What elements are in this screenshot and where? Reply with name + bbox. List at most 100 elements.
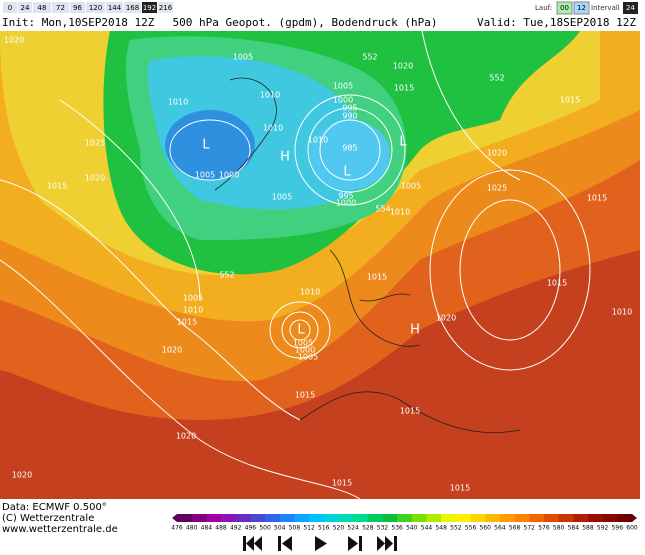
- isobar-label: 1020: [12, 471, 32, 480]
- copyright: (C) Wetterzentrale: [2, 513, 94, 524]
- next-button[interactable]: [348, 536, 362, 551]
- scale-label: 588: [582, 525, 594, 532]
- isobar-label: 1005: [233, 53, 253, 62]
- run-button[interactable]: [556, 1, 573, 15]
- scale-label: 584: [568, 525, 580, 532]
- valid-time: Valid: Tue,18SEP2018 12Z: [477, 16, 636, 29]
- isobar-label: 995: [338, 192, 353, 201]
- scale-label: 592: [597, 525, 609, 532]
- step-button[interactable]: [106, 2, 123, 13]
- step-label: 24: [21, 4, 30, 12]
- step-label: 144: [108, 4, 122, 12]
- step-button[interactable]: [18, 2, 32, 13]
- scale-label: 484: [201, 525, 213, 532]
- isobar-label: 1005: [401, 182, 421, 191]
- color-swatch: [206, 514, 222, 522]
- prev-button[interactable]: [278, 536, 292, 551]
- color-swatch: [191, 514, 207, 522]
- color-swatch: [441, 514, 457, 522]
- isobar-label: 1015: [394, 84, 414, 93]
- isobar-label: 1015: [560, 96, 580, 105]
- step-label: 0: [8, 4, 12, 12]
- scale-label: 524: [347, 525, 359, 532]
- color-swatch: [455, 514, 472, 522]
- step-button[interactable]: [3, 2, 17, 13]
- scale-label: 536: [391, 525, 403, 532]
- play-button[interactable]: [315, 536, 327, 551]
- isobar-label: 1015: [450, 484, 470, 493]
- step-button[interactable]: [33, 2, 51, 13]
- isobar-label: 1005: [272, 193, 292, 202]
- weather-map: [0, 31, 640, 499]
- interval-button[interactable]: [623, 2, 638, 14]
- isobar-label: 1010: [612, 308, 632, 317]
- scale-label: 600: [626, 525, 638, 532]
- scale-label: 560: [479, 525, 491, 532]
- scale-label: 528: [362, 525, 374, 532]
- color-swatch: [250, 514, 266, 522]
- coastlines: [214, 77, 521, 434]
- scale-label: 572: [524, 525, 536, 532]
- color-swatch: [426, 514, 442, 522]
- interval-value: 24: [626, 4, 635, 12]
- isobar-label: 1005: [333, 82, 353, 91]
- color-swatch: [543, 514, 560, 522]
- isobar-label: 1025: [487, 184, 507, 193]
- website: www.wetterzentrale.de: [2, 524, 118, 535]
- scale-label: 576: [538, 525, 550, 532]
- step-button[interactable]: [124, 2, 141, 13]
- step-button[interactable]: [86, 2, 105, 13]
- run-button[interactable]: [573, 1, 590, 15]
- step-button[interactable]: [158, 2, 173, 13]
- color-swatch: [367, 514, 383, 522]
- isobar-label: 1020: [4, 36, 24, 45]
- isobar-label: 1010: [260, 91, 280, 100]
- step-label: 192: [143, 4, 156, 12]
- color-swatch: [499, 514, 516, 522]
- scale-label: 488: [215, 525, 227, 532]
- scale-label: 552: [450, 525, 462, 532]
- isobar-label: 1020: [436, 314, 456, 323]
- color-swatch: [587, 514, 604, 522]
- color-swatch: [573, 514, 589, 522]
- isobar-label: 1015: [177, 318, 197, 327]
- step-button[interactable]: [52, 2, 69, 13]
- scale-label: 548: [435, 525, 447, 532]
- color-swatch: [558, 514, 574, 522]
- isobar-label: 1010: [263, 124, 283, 133]
- isobar-label: 1020: [393, 62, 413, 71]
- isobar-label: 995: [342, 104, 357, 113]
- interval-label: Intervall: [591, 4, 620, 12]
- map-title: 500 hPa Geopot. (gpdm), Bodendruck (hPa): [173, 16, 438, 29]
- color-swatch: [411, 514, 428, 522]
- isobar-label: 1015: [400, 407, 420, 416]
- last-button[interactable]: [377, 536, 397, 551]
- first-button[interactable]: [243, 536, 262, 551]
- isobars: [0, 31, 591, 499]
- step-button[interactable]: [142, 2, 157, 13]
- isobar-label: 1005: [195, 171, 215, 180]
- data-source: Data: ECMWF 0.500°: [2, 502, 107, 513]
- color-swatch: [177, 514, 193, 522]
- isobar-label: 1020: [176, 432, 196, 441]
- isobar-label: 1005: [298, 353, 318, 362]
- scale-label: 500: [259, 525, 271, 532]
- scale-label: 532: [377, 525, 389, 532]
- color-swatch: [602, 514, 618, 522]
- color-swatch: [221, 514, 237, 522]
- scale-label: 556: [465, 525, 477, 532]
- isobar-label: 1010: [168, 98, 188, 107]
- isobar-label: 1010: [300, 288, 320, 297]
- isobar-label: 1010: [183, 306, 203, 315]
- color-swatch: [294, 514, 310, 522]
- step-button[interactable]: [70, 2, 85, 13]
- isobar-label: 1020: [162, 346, 182, 355]
- isobar-label: 1015: [295, 391, 315, 400]
- color-swatch: [235, 514, 251, 522]
- color-swatch: [470, 514, 486, 522]
- pressure-center: L: [343, 165, 351, 180]
- isobar-label: 552: [219, 271, 234, 280]
- color-swatch: [323, 514, 339, 522]
- isobar-label: 552: [362, 53, 377, 62]
